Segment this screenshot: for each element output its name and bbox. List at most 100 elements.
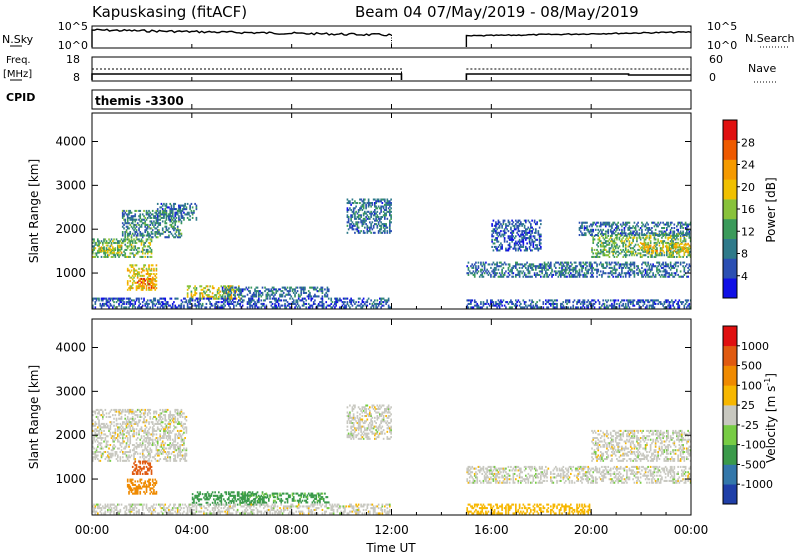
nsky-tick-low: 10^0 bbox=[58, 39, 88, 52]
power-cell bbox=[500, 265, 502, 267]
power-cell bbox=[581, 269, 583, 271]
power-cell bbox=[187, 303, 189, 305]
power-cell bbox=[358, 221, 360, 223]
velocity-cell bbox=[107, 435, 109, 437]
power-cell bbox=[501, 269, 503, 271]
power-cell bbox=[505, 306, 507, 308]
power-cell bbox=[634, 262, 636, 264]
power-cell bbox=[132, 233, 134, 235]
power-cell bbox=[203, 296, 205, 298]
power-cell bbox=[505, 270, 507, 272]
power-cell bbox=[468, 272, 470, 274]
power-cell bbox=[529, 221, 531, 223]
velocity-cell bbox=[129, 451, 131, 453]
power-cell bbox=[158, 219, 160, 221]
power-cell bbox=[187, 292, 189, 294]
power-cell bbox=[196, 217, 198, 219]
power-cell bbox=[162, 220, 164, 222]
power-cell bbox=[558, 262, 560, 264]
power-cell bbox=[496, 237, 498, 239]
power-cell bbox=[533, 269, 535, 271]
power-cell bbox=[484, 265, 486, 267]
y-tick-label: 4000 bbox=[55, 135, 86, 149]
power-cell bbox=[644, 248, 646, 250]
power-cell bbox=[309, 292, 311, 294]
power-cell bbox=[154, 275, 156, 277]
power-cell bbox=[526, 248, 528, 250]
power-cell bbox=[471, 263, 473, 265]
power-cell bbox=[526, 234, 528, 236]
power-cell bbox=[634, 265, 636, 267]
power-cell bbox=[181, 220, 183, 222]
power-cell bbox=[682, 227, 684, 229]
power-cell bbox=[569, 299, 571, 301]
power-cell bbox=[491, 246, 493, 248]
velocity-cell bbox=[116, 418, 118, 420]
power-cell bbox=[596, 249, 598, 251]
power-cell bbox=[524, 225, 526, 227]
power-cell bbox=[143, 275, 145, 277]
power-cell bbox=[676, 256, 678, 258]
power-cell bbox=[174, 222, 176, 224]
power-cell bbox=[641, 263, 643, 265]
power-cell bbox=[526, 249, 528, 251]
velocity-cell bbox=[120, 437, 122, 439]
power-cell bbox=[131, 244, 133, 246]
power-cell bbox=[592, 272, 594, 274]
power-cell bbox=[133, 235, 135, 237]
velocity-cell bbox=[121, 412, 123, 414]
power-cell bbox=[685, 303, 687, 305]
power-cell bbox=[494, 242, 496, 244]
power-cell bbox=[671, 272, 673, 274]
velocity-cell bbox=[126, 435, 128, 437]
power-cell bbox=[592, 224, 594, 226]
power-cell bbox=[352, 221, 354, 223]
power-colorbar-swatch bbox=[723, 258, 737, 278]
power-cell bbox=[505, 232, 507, 234]
power-cell bbox=[630, 265, 632, 267]
power-cell bbox=[574, 299, 576, 301]
power-cell bbox=[634, 272, 636, 274]
power-cell bbox=[363, 204, 365, 206]
power-cell bbox=[548, 306, 550, 308]
power-cell bbox=[664, 254, 666, 256]
power-cell bbox=[631, 254, 633, 256]
power-cell bbox=[148, 233, 150, 235]
power-cell bbox=[344, 301, 346, 303]
velocity-cell bbox=[102, 437, 104, 439]
power-cell bbox=[196, 206, 198, 208]
power-cell bbox=[363, 214, 365, 216]
power-cell bbox=[173, 229, 175, 231]
power-cell bbox=[153, 273, 155, 275]
power-cell bbox=[582, 265, 584, 267]
power-cell bbox=[629, 240, 631, 242]
power-cell bbox=[159, 235, 161, 237]
power-cell bbox=[646, 305, 648, 307]
power-cell bbox=[580, 303, 582, 305]
power-cell bbox=[508, 303, 510, 305]
power-cell bbox=[519, 276, 521, 278]
velocity-cell bbox=[97, 455, 99, 457]
power-cell bbox=[206, 303, 208, 305]
power-cell bbox=[284, 303, 286, 305]
power-cell bbox=[297, 287, 299, 289]
power-cell bbox=[513, 276, 515, 278]
power-cell bbox=[133, 277, 135, 279]
power-cell bbox=[327, 287, 329, 289]
power-cell bbox=[196, 205, 198, 207]
power-cell bbox=[545, 265, 547, 267]
power-cell bbox=[134, 303, 136, 305]
power-cell bbox=[509, 221, 511, 223]
power-cell bbox=[669, 225, 671, 227]
power-cell bbox=[277, 306, 279, 308]
power-cell bbox=[304, 287, 306, 289]
velocity-cell bbox=[103, 430, 105, 432]
power-cell bbox=[626, 240, 628, 242]
power-cell bbox=[297, 290, 299, 292]
power-cell bbox=[378, 216, 380, 218]
power-cell bbox=[645, 263, 647, 265]
power-cell bbox=[575, 262, 577, 264]
power-cell bbox=[102, 299, 104, 301]
power-cell bbox=[322, 299, 324, 301]
